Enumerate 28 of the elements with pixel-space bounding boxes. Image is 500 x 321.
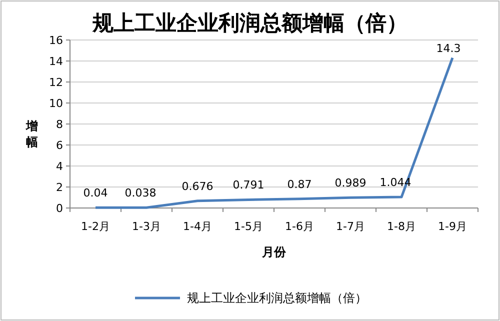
legend-label: 规上工业企业利润总额增幅（倍） (187, 291, 367, 305)
y-tick-label: 6 (56, 139, 63, 152)
data-label: 0.676 (182, 180, 214, 193)
x-tick-label: 1-8月 (387, 220, 416, 233)
y-tick-label: 8 (56, 118, 63, 131)
x-axis-title: 月份 (261, 245, 287, 259)
x-tick-label: 1-9月 (438, 220, 467, 233)
data-label: 0.791 (232, 178, 264, 192)
y-tick-label: 14 (49, 55, 63, 68)
x-tick-label: 1-6月 (285, 220, 314, 233)
x-tick-label: 1-5月 (234, 220, 263, 233)
data-label: 0.038 (124, 186, 156, 200)
y-tick-label: 2 (56, 181, 63, 194)
data-label: 14.3 (436, 42, 461, 55)
y-tick-label: 12 (49, 76, 63, 89)
y-axis-title: 增幅 (25, 119, 38, 149)
x-tick-label: 1-4月 (183, 220, 212, 233)
y-tick-label: 0 (56, 202, 63, 215)
data-label: 0.87 (287, 178, 312, 191)
y-tick-label: 10 (49, 97, 63, 110)
x-tick-label: 1-2月 (81, 220, 110, 233)
title: 规上工业企业利润总额增幅（倍） (92, 11, 408, 35)
data-label: 0.989 (334, 176, 366, 190)
y-tick-label: 16 (49, 34, 63, 47)
y-tick-label: 4 (56, 160, 63, 173)
x-tick-label: 1-7月 (336, 220, 365, 233)
data-label: 0.04 (83, 186, 108, 200)
x-tick-label: 1-3月 (132, 220, 161, 233)
